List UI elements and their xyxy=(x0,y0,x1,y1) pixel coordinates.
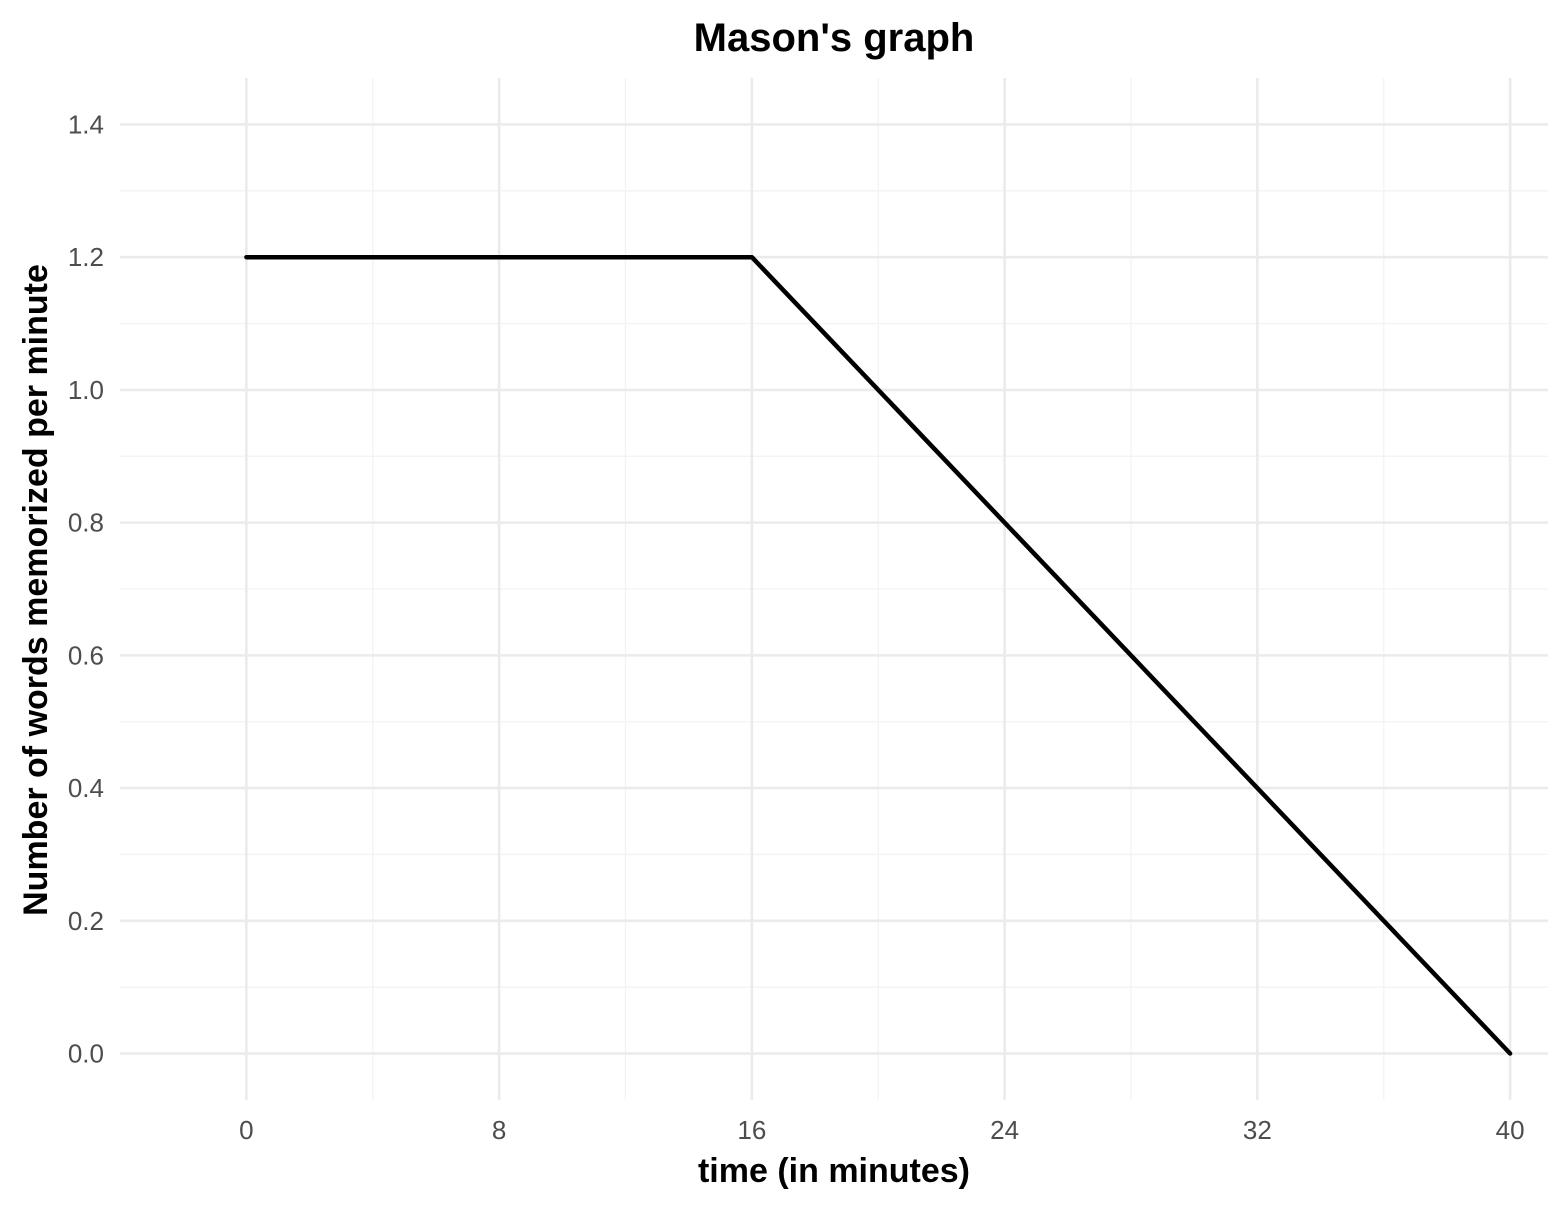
y-tick-label-2: 0.4 xyxy=(68,773,104,803)
series-line-0 xyxy=(244,254,1513,1056)
y-tick-label-5: 1.0 xyxy=(68,375,104,405)
x-axis-ticks: 0 8 16 24 32 40 xyxy=(239,1115,1524,1145)
major-gridlines xyxy=(120,78,1548,1100)
x-axis-title: time (in minutes) xyxy=(698,1152,970,1190)
chart-title: Mason's graph xyxy=(694,16,975,60)
y-tick-label-4: 0.8 xyxy=(68,508,104,538)
x-tick-label-4: 32 xyxy=(1243,1115,1272,1145)
x-tick-label-1: 8 xyxy=(492,1115,506,1145)
y-tick-label-3: 0.6 xyxy=(68,640,104,670)
x-tick-label-3: 24 xyxy=(990,1115,1019,1145)
x-tick-label-2: 16 xyxy=(737,1115,766,1145)
y-axis-ticks: 0.0 0.2 0.4 0.6 0.8 1.0 1.2 1.4 xyxy=(68,109,104,1068)
y-tick-label-0: 0.0 xyxy=(68,1039,104,1069)
x-tick-label-5: 40 xyxy=(1496,1115,1525,1145)
y-tick-label-7: 1.4 xyxy=(68,109,104,139)
y-axis-title: Number of words memorized per minute xyxy=(17,264,55,916)
series-layer xyxy=(244,254,1513,1056)
y-tick-label-1: 0.2 xyxy=(68,906,104,936)
minor-gridlines xyxy=(120,78,1548,1100)
x-tick-label-0: 0 xyxy=(239,1115,253,1145)
y-tick-label-6: 1.2 xyxy=(68,242,104,272)
